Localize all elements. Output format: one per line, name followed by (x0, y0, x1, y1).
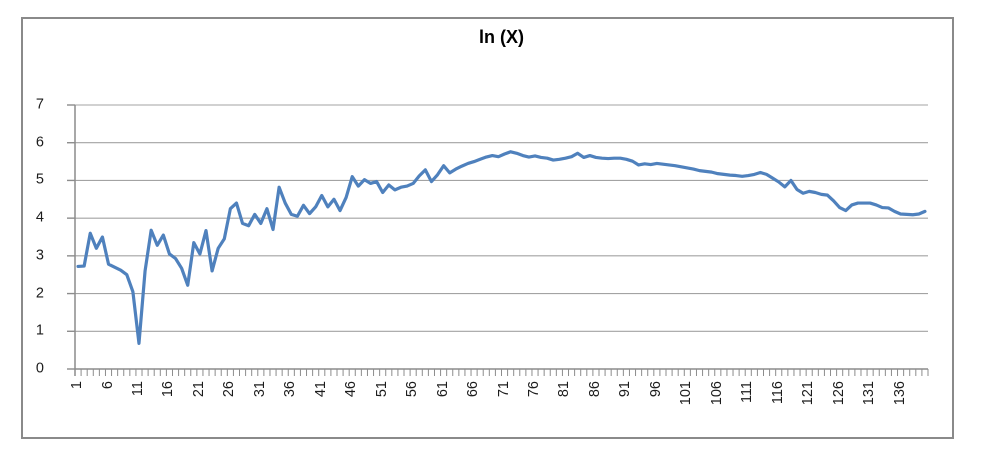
x-axis-tick-label: 66 (465, 381, 482, 398)
series-line (76, 150, 927, 345)
y-axis-tick-label: 0 (35, 360, 44, 377)
x-axis-tick-label: 11 (129, 381, 146, 397)
y-axis-tick-label: 1 (35, 322, 44, 339)
x-axis-tick-label: 131 (861, 381, 878, 406)
plot-area[interactable] (53, 104, 929, 387)
x-axis-tick-label: 126 (830, 381, 847, 406)
x-axis-tick-label: 56 (404, 381, 421, 398)
x-axis-tick-label: 71 (495, 381, 512, 398)
x-axis-tick-label: 6 (99, 381, 116, 390)
x-axis-tick-label: 51 (373, 381, 390, 398)
x-axis-tick-label: 36 (282, 381, 299, 398)
x-axis-tick-label: 136 (891, 381, 908, 406)
y-axis-tick-label: 3 (35, 247, 44, 264)
x-axis-tick-label: 106 (708, 381, 725, 406)
x-axis-tick-label: 81 (556, 381, 573, 398)
x-axis-tick-label: 31 (251, 381, 268, 398)
x-axis-tick-label: 1 (69, 381, 86, 390)
x-axis-tick-label: 61 (434, 381, 451, 398)
x-axis-tick-label: 121 (800, 381, 817, 406)
y-axis-tick-label: 4 (35, 209, 44, 226)
y-axis-tick-label: 5 (35, 171, 44, 188)
x-axis-tick-label: 26 (221, 381, 238, 398)
x-axis-tick-label: 21 (190, 381, 207, 398)
x-axis-tick-label: 91 (617, 381, 634, 398)
x-axis-tick-label: 16 (160, 381, 177, 398)
x-axis-tick-label: 41 (312, 381, 329, 398)
x-axis-tick-label: 96 (647, 381, 664, 398)
x-axis-tick-label: 111 (739, 381, 756, 404)
x-axis-tick-label: 46 (343, 381, 360, 398)
x-axis-tick-label: 101 (678, 381, 695, 406)
y-axis-tick-label: 7 (35, 96, 44, 113)
chart-title: ln (X) (479, 27, 524, 47)
y-axis-tick-label: 2 (35, 285, 44, 302)
y-axis-tick-label: 6 (35, 134, 44, 151)
x-axis-tick-label: 116 (769, 381, 786, 405)
x-axis-tick-label: 86 (586, 381, 603, 398)
x-axis-tick-label: 76 (526, 381, 542, 398)
